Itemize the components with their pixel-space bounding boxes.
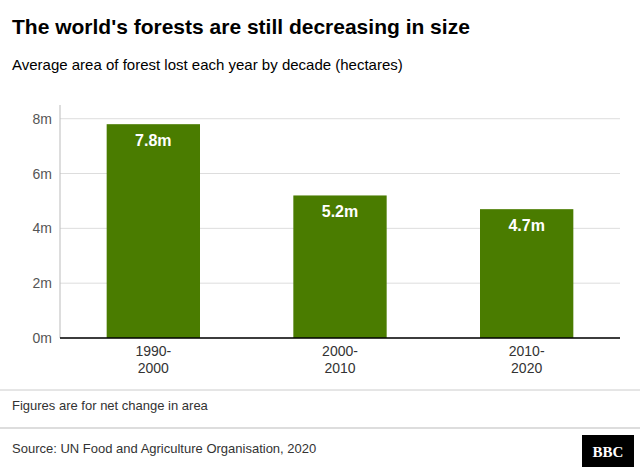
background [0, 0, 640, 471]
grid-line [60, 118, 620, 119]
source: Source: UN Food and Agriculture Organisa… [12, 441, 316, 456]
bar [480, 209, 573, 338]
y-tick-label: 6m [33, 166, 52, 182]
data-label: 7.8m [135, 132, 171, 149]
bar [107, 124, 200, 338]
x-tick-line: 1990- [135, 343, 171, 359]
x-axis-line [60, 337, 620, 339]
separator [0, 428, 640, 429]
x-tick-line: 2010- [509, 343, 545, 359]
data-label: 5.2m [322, 203, 358, 220]
x-tick-line: 2010 [324, 360, 355, 376]
footnote: Figures are for net change in area [12, 398, 209, 413]
data-label: 4.7m [508, 217, 544, 234]
subtitle: Average area of forest lost each year by… [12, 56, 403, 73]
chart: The world's forests are still decreasing… [0, 0, 640, 471]
title: The world's forests are still decreasing… [12, 15, 470, 38]
x-tick-line: 2020 [511, 360, 542, 376]
y-tick-label: 4m [33, 220, 52, 236]
y-axis-line [60, 105, 61, 338]
separator [0, 390, 640, 391]
x-tick-label: 2000-2010 [322, 343, 358, 376]
bars [107, 124, 574, 338]
x-tick-line: 2000 [138, 360, 169, 376]
y-tick-label: 8m [33, 111, 52, 127]
x-tick-label: 1990-2000 [135, 343, 171, 376]
x-tick-label: 2010-2020 [509, 343, 545, 376]
logo: BBC [593, 444, 624, 460]
x-tick-line: 2000- [322, 343, 358, 359]
bar [293, 195, 386, 338]
y-tick-label: 2m [33, 275, 52, 291]
y-tick-label: 0m [33, 330, 52, 346]
logo-box [582, 435, 634, 467]
grid-line [60, 338, 620, 339]
